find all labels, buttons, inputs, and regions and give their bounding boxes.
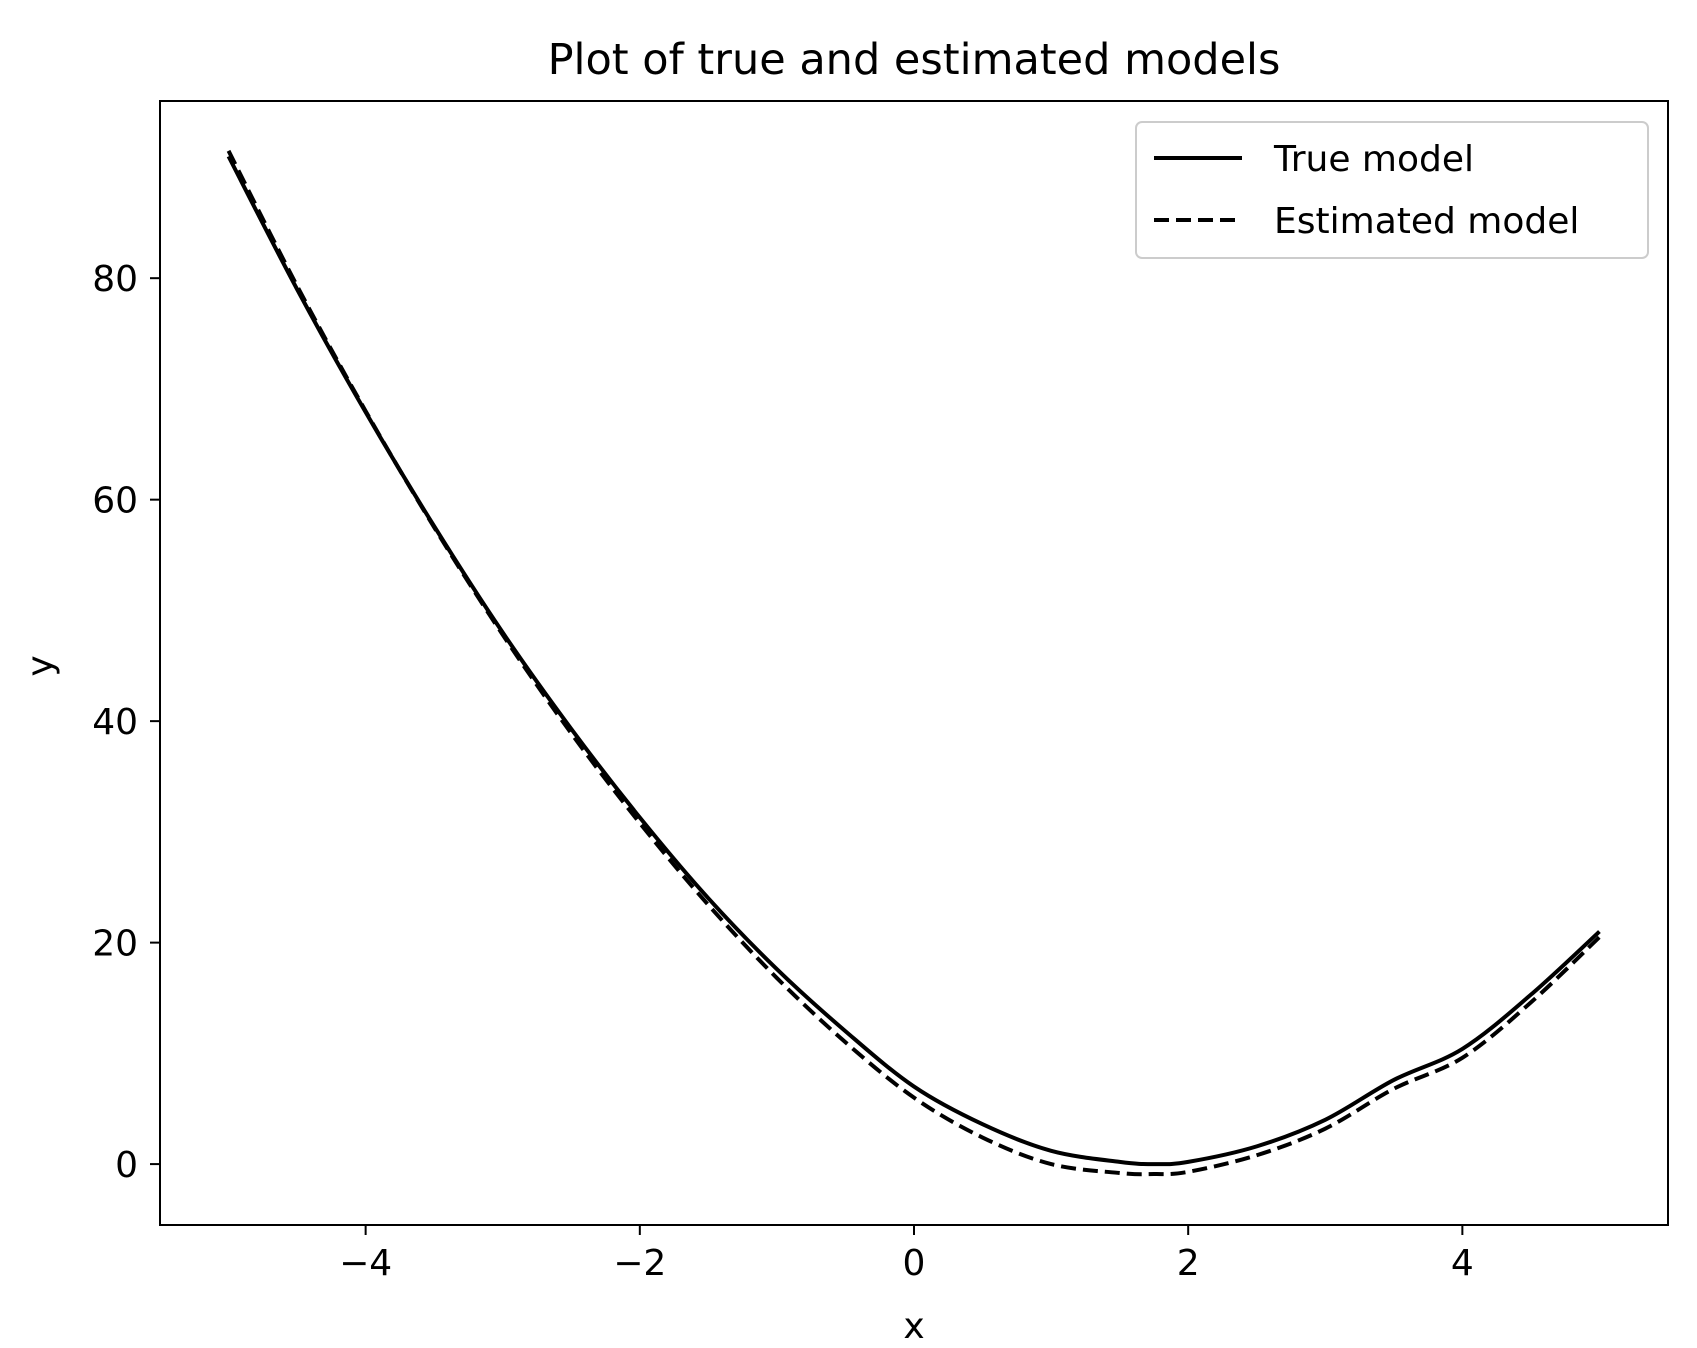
true-model-line xyxy=(226,155,1601,1167)
estimated-model-line xyxy=(226,149,1601,1177)
series-lines xyxy=(226,149,1601,1177)
y-tick-label: 60 xyxy=(92,481,138,522)
x-axis-ticks: −4 −2 0 2 4 xyxy=(339,1225,1474,1284)
legend: True model Estimated model xyxy=(1135,121,1649,259)
y-tick-label: 80 xyxy=(92,259,138,300)
legend-label: Estimated model xyxy=(1274,201,1579,242)
x-tick-label: 2 xyxy=(1177,1243,1200,1284)
plot-frame xyxy=(159,100,1669,1226)
legend-label: True model xyxy=(1273,139,1474,180)
legend-box xyxy=(1135,121,1649,259)
y-tick-label: 40 xyxy=(92,702,138,743)
plot-area xyxy=(159,100,1669,1226)
x-tick-label: −2 xyxy=(613,1243,666,1284)
y-tick-label: 20 xyxy=(92,924,138,965)
chart-title: Plot of true and estimated models xyxy=(548,35,1281,85)
x-tick-label: −4 xyxy=(339,1243,392,1284)
x-tick-label: 0 xyxy=(903,1243,926,1284)
y-tick-label: 0 xyxy=(115,1145,138,1186)
y-axis-label: y xyxy=(20,655,61,676)
x-tick-label: 4 xyxy=(1451,1243,1474,1284)
y-axis-ticks: 0 20 40 60 80 xyxy=(92,259,160,1186)
x-axis-label: x xyxy=(903,1306,924,1347)
